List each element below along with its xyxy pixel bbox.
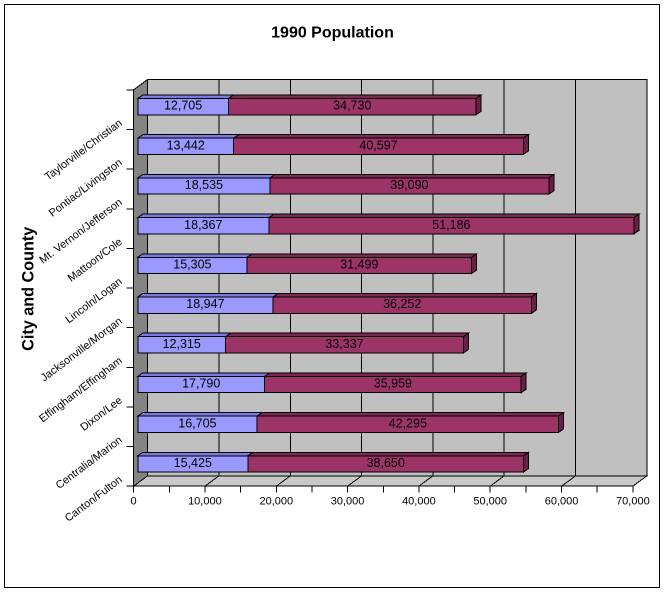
svg-text:42,295: 42,295 bbox=[389, 416, 427, 430]
svg-text:70,000: 70,000 bbox=[616, 496, 650, 508]
svg-text:50,000: 50,000 bbox=[473, 496, 507, 508]
svg-text:18,367: 18,367 bbox=[184, 218, 222, 232]
svg-text:0: 0 bbox=[131, 496, 137, 508]
svg-text:City and County: City and County bbox=[20, 227, 38, 351]
svg-text:18,947: 18,947 bbox=[186, 297, 224, 311]
svg-text:15,425: 15,425 bbox=[174, 456, 212, 470]
svg-text:15,305: 15,305 bbox=[173, 258, 211, 272]
svg-text:33,337: 33,337 bbox=[325, 337, 363, 351]
svg-text:12,315: 12,315 bbox=[163, 337, 201, 351]
svg-text:51,186: 51,186 bbox=[432, 218, 470, 232]
svg-text:36,252: 36,252 bbox=[383, 297, 421, 311]
svg-text:60,000: 60,000 bbox=[545, 496, 579, 508]
svg-text:17,790: 17,790 bbox=[182, 377, 220, 391]
svg-text:30,000: 30,000 bbox=[331, 496, 365, 508]
svg-text:20,000: 20,000 bbox=[259, 496, 293, 508]
svg-text:34,730: 34,730 bbox=[333, 99, 371, 113]
svg-text:12,705: 12,705 bbox=[164, 99, 202, 113]
svg-text:40,000: 40,000 bbox=[402, 496, 436, 508]
svg-text:35,959: 35,959 bbox=[374, 377, 412, 391]
svg-text:38,650: 38,650 bbox=[367, 456, 405, 470]
svg-text:31,499: 31,499 bbox=[340, 258, 378, 272]
svg-text:40,597: 40,597 bbox=[359, 138, 397, 152]
svg-text:10,000: 10,000 bbox=[188, 496, 222, 508]
svg-text:39,090: 39,090 bbox=[390, 178, 428, 192]
svg-text:18,535: 18,535 bbox=[185, 178, 223, 192]
svg-text:1990 Population: 1990 Population bbox=[271, 25, 394, 42]
svg-text:13,442: 13,442 bbox=[167, 138, 205, 152]
svg-text:16,705: 16,705 bbox=[178, 416, 216, 430]
